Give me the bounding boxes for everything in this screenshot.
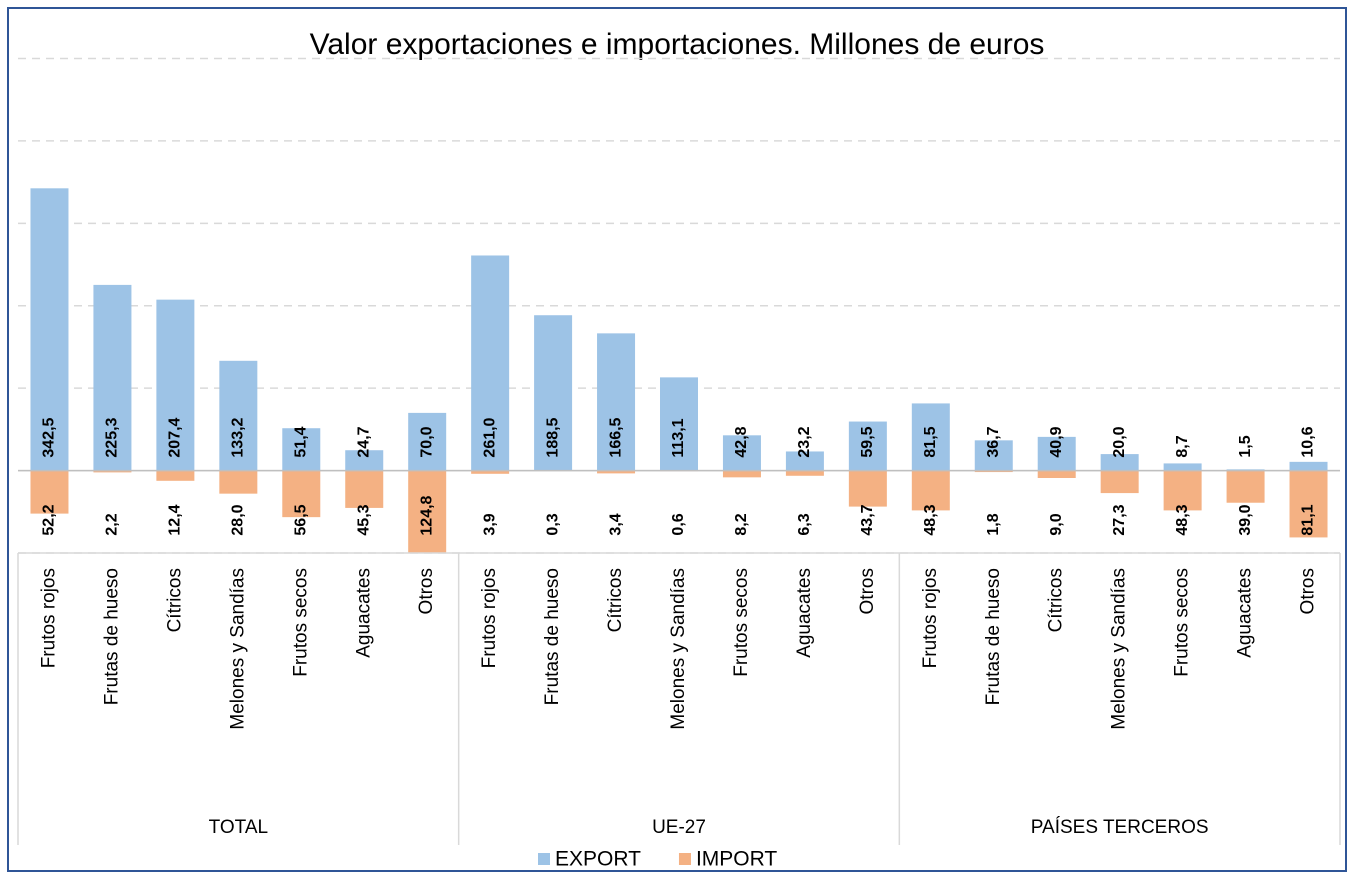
x-tick-label: Frutos secos bbox=[290, 568, 311, 677]
bar bbox=[1164, 471, 1202, 511]
x-tick-label: Otros bbox=[416, 568, 437, 614]
value-label: 51,4 bbox=[293, 426, 310, 457]
x-tick-label: Otros bbox=[1298, 568, 1319, 614]
x-tick-label: Aguacates bbox=[353, 568, 374, 658]
value-label: 133,2 bbox=[230, 417, 247, 457]
value-label: 27,3 bbox=[1111, 504, 1128, 535]
value-label: 3,4 bbox=[607, 513, 624, 535]
value-label: 225,3 bbox=[104, 417, 121, 457]
value-label: 81,1 bbox=[1300, 504, 1317, 535]
value-label: 81,5 bbox=[922, 426, 939, 457]
x-tick-label: Melones y Sandías bbox=[1109, 568, 1130, 730]
value-label: 0,6 bbox=[670, 513, 687, 535]
legend-label: EXPORT bbox=[555, 848, 641, 871]
x-tick-label: Cítricos bbox=[1046, 568, 1067, 632]
value-label: 166,5 bbox=[607, 417, 624, 457]
value-label: 9,0 bbox=[1048, 513, 1065, 535]
value-label: 3,9 bbox=[481, 513, 498, 535]
value-label: 45,3 bbox=[355, 504, 372, 535]
x-tick-label: Frutos secos bbox=[1172, 568, 1193, 677]
group-label: TOTAL bbox=[209, 817, 268, 838]
value-label: 42,8 bbox=[733, 426, 750, 457]
value-label: 20,0 bbox=[1111, 426, 1128, 457]
x-tick-label: Frutas de hueso bbox=[101, 568, 122, 705]
x-tick-label: Melones y Sandías bbox=[668, 568, 689, 730]
value-label: 23,2 bbox=[796, 426, 813, 457]
group-label: UE-27 bbox=[652, 817, 706, 838]
value-label: 124,8 bbox=[418, 495, 435, 535]
bar bbox=[219, 471, 257, 494]
bar bbox=[1038, 471, 1076, 478]
value-label: 2,2 bbox=[104, 513, 121, 535]
bar bbox=[345, 471, 383, 508]
chart-title: Valor exportaciones e importaciones. Mil… bbox=[310, 28, 1045, 61]
value-label: 207,4 bbox=[167, 417, 184, 457]
value-label: 1,8 bbox=[985, 513, 1002, 535]
bar bbox=[1164, 463, 1202, 470]
value-label: 6,3 bbox=[796, 513, 813, 535]
bar bbox=[912, 471, 950, 511]
value-label: 10,6 bbox=[1300, 426, 1317, 457]
value-label: 48,3 bbox=[922, 504, 939, 535]
value-label: 113,1 bbox=[670, 418, 687, 457]
value-label: 8,7 bbox=[1174, 435, 1191, 457]
x-tick-label: Frutas de hueso bbox=[983, 568, 1004, 705]
bar bbox=[1227, 471, 1265, 503]
value-label: 59,5 bbox=[859, 426, 876, 457]
value-label: 48,3 bbox=[1174, 504, 1191, 535]
bar bbox=[849, 471, 887, 507]
value-label: 28,0 bbox=[230, 504, 247, 535]
value-label: 24,7 bbox=[355, 426, 372, 457]
value-label: 36,7 bbox=[985, 426, 1002, 457]
value-label: 8,2 bbox=[733, 513, 750, 535]
x-tick-label: Frutas de hueso bbox=[542, 568, 563, 705]
x-tick-label: Frutos rojos bbox=[38, 568, 59, 668]
bar bbox=[786, 471, 824, 476]
value-label: 70,0 bbox=[418, 426, 435, 457]
legend-swatch bbox=[538, 853, 550, 865]
value-label: 56,5 bbox=[293, 504, 310, 535]
value-label: 261,0 bbox=[481, 417, 498, 457]
value-label: 342,5 bbox=[41, 417, 58, 457]
x-tick-label: Cítricos bbox=[605, 568, 626, 632]
value-label: 43,7 bbox=[859, 504, 876, 535]
value-label: 52,2 bbox=[41, 504, 58, 535]
bar bbox=[723, 471, 761, 478]
x-tick-label: Frutos secos bbox=[731, 568, 752, 677]
x-tick-label: Cítricos bbox=[164, 568, 185, 632]
x-tick-label: Aguacates bbox=[1235, 568, 1256, 658]
x-tick-label: Frutos rojos bbox=[479, 568, 500, 668]
x-tick-label: Aguacates bbox=[794, 568, 815, 658]
value-label: 39,0 bbox=[1237, 504, 1254, 535]
value-label: 40,9 bbox=[1048, 426, 1065, 457]
value-label: 188,5 bbox=[544, 417, 561, 457]
value-label: 12,4 bbox=[167, 504, 184, 535]
group-label: PAÍSES TERCEROS bbox=[1031, 817, 1209, 838]
legend-label: IMPORT bbox=[696, 848, 777, 871]
value-label: 0,3 bbox=[544, 513, 561, 535]
x-tick-label: Frutos rojos bbox=[920, 568, 941, 668]
x-tick-label: Otros bbox=[857, 568, 878, 614]
bar bbox=[1290, 462, 1328, 471]
bar bbox=[156, 471, 194, 481]
x-tick-label: Melones y Sandías bbox=[227, 568, 248, 730]
bar bbox=[1101, 471, 1139, 493]
legend-swatch bbox=[679, 853, 691, 865]
value-label: 1,5 bbox=[1237, 435, 1254, 457]
